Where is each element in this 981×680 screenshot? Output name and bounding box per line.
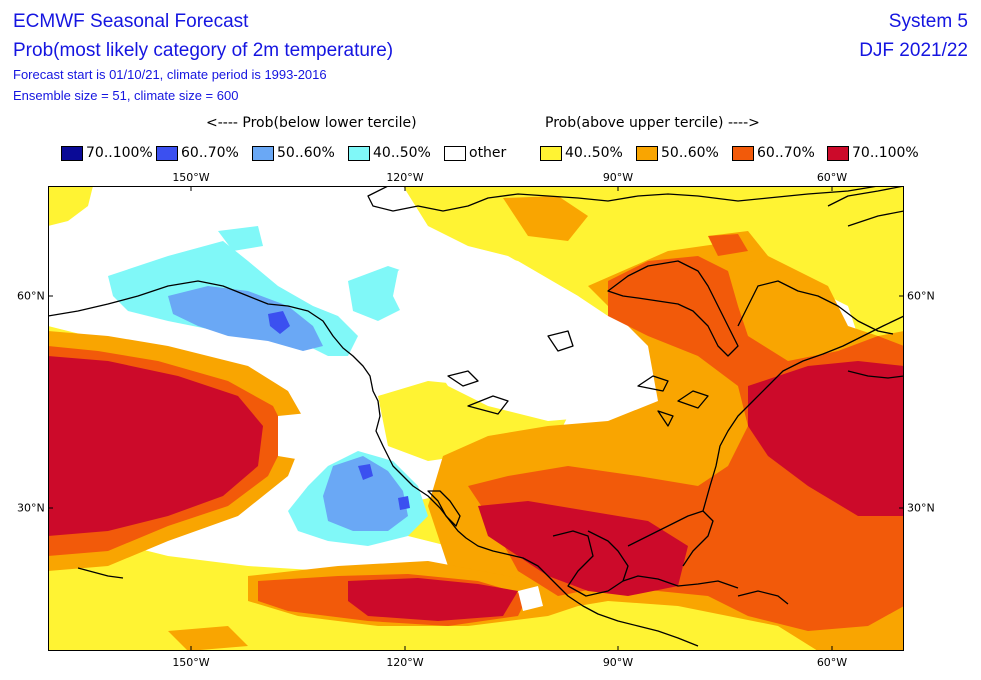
lon-label-bottom: 120°W [386,656,424,669]
legend-label: 50..60% [661,145,719,161]
legend-swatch [444,146,466,161]
lon-label-bottom: 90°W [602,656,634,669]
ensemble-info: Ensemble size = 51, climate size = 600 [13,88,239,103]
map-frame [48,186,904,651]
legend-label: 60..70% [181,145,239,161]
map-title: ECMWF Seasonal Forecast [13,11,249,32]
legend-swatch [252,146,274,161]
lon-label-top: 150°W [172,171,210,184]
legend-label: 50..60% [277,145,335,161]
lat-label-right: 30°N [907,501,935,515]
forecast-map [48,186,904,651]
legend-swatch [827,146,849,161]
prob-below-50-60-regions [168,286,408,531]
legend-label: 60..70% [757,145,815,161]
legend-below-title: <---- Prob(below lower tercile) [206,115,417,131]
prob-below-60-70-regions [268,311,410,510]
axis-ticks [48,186,904,651]
prob-above-70-100-regions [48,356,904,621]
legend-label: 70..100% [852,145,919,161]
lon-label-top: 90°W [602,171,634,184]
legend-swatch [540,146,562,161]
lat-label-left: 30°N [17,501,45,515]
legend-swatch [61,146,83,161]
legend-swatch [348,146,370,161]
lon-label-bottom: 60°W [816,656,848,669]
lon-label-top: 120°W [386,171,424,184]
forecast-info: Forecast start is 01/10/21, climate peri… [13,67,327,82]
legend-swatch [156,146,178,161]
coastlines [48,186,904,647]
lat-label-right: 60°N [907,289,935,303]
legend-label: other [469,145,507,161]
lat-label-left: 60°N [17,289,45,303]
legend-label: 40..50% [565,145,623,161]
legend-label: 40..50% [373,145,431,161]
lon-label-bottom: 150°W [172,656,210,669]
legend-above-title: Prob(above upper tercile) ----> [545,115,760,131]
legend-swatch [732,146,754,161]
legend-swatch [636,146,658,161]
map-subtitle: Prob(most likely category of 2m temperat… [13,40,394,61]
lon-label-top: 60°W [816,171,848,184]
legend-label: 70..100% [86,145,153,161]
season-label: DJF 2021/22 [859,40,968,61]
system-label: System 5 [888,11,968,32]
other-regions [278,246,648,611]
